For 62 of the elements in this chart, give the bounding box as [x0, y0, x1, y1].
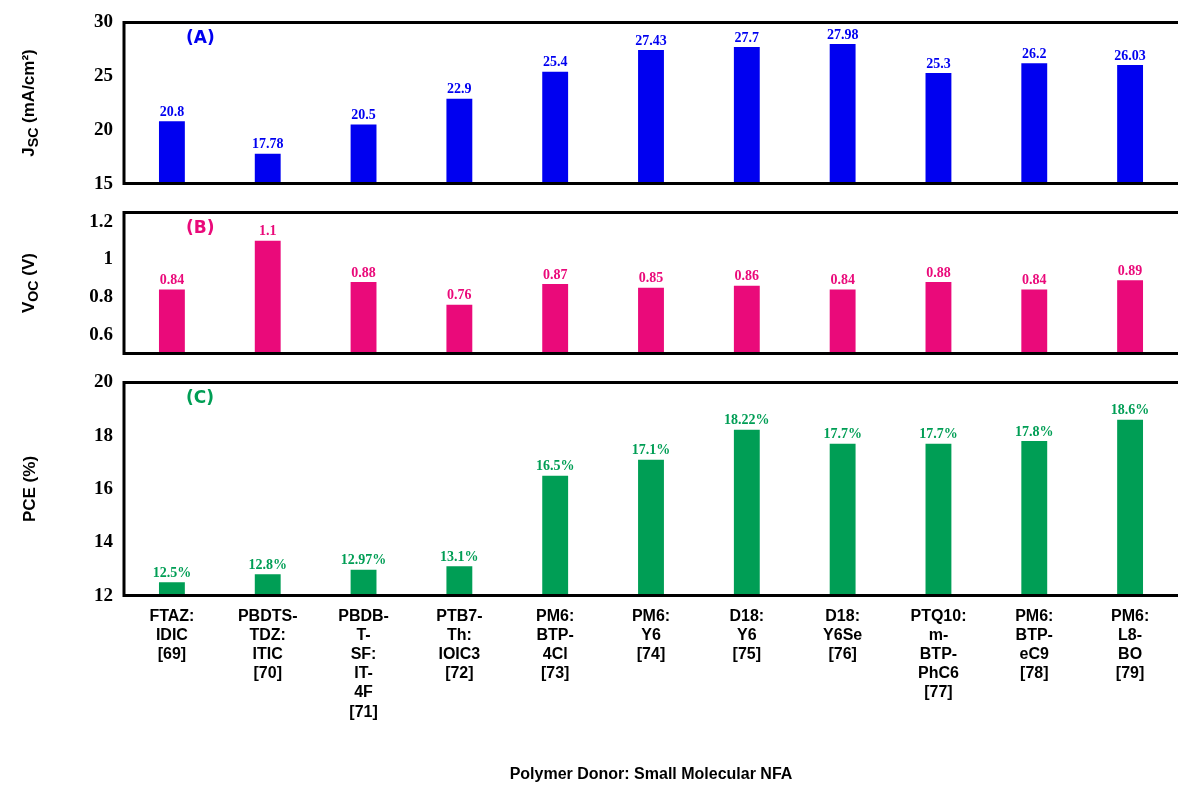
x-tick-label: PTB7-Th: IOIC3 [72]: [436, 606, 483, 682]
data-label: 0.88: [351, 264, 376, 280]
data-label: 17.1%: [631, 442, 671, 458]
data-label: 0.84: [159, 272, 185, 288]
y-tick-label: 16: [94, 476, 113, 498]
x-tick-label: PM6: BTP-eC9 [78]: [1015, 606, 1054, 682]
y-tick-label: 15: [94, 171, 113, 193]
data-label: 22.9: [447, 81, 472, 97]
data-label: 12.5%: [152, 564, 192, 580]
y-tick-label: 14: [94, 530, 114, 552]
data-label: 17.78: [251, 136, 284, 152]
y-tick-label: 20: [94, 370, 113, 392]
x-tick-label: D18: Y6 [75]: [729, 606, 765, 663]
data-label: 25.3: [926, 55, 951, 71]
y-tick-label: 12: [94, 583, 113, 605]
y-axis-title: PCE (%): [20, 455, 40, 523]
data-label: 18.22%: [724, 412, 770, 428]
y-tick-label: 18: [94, 423, 113, 445]
data-label: 20.5: [351, 107, 376, 123]
x-tick-label: PTQ10: m-BTP-PhC6 [77]: [910, 606, 967, 701]
y-tick-label: 20: [94, 117, 113, 139]
annotation: (A): [186, 27, 215, 48]
data-label: 0.84: [830, 272, 855, 288]
data-label: 12.97%: [340, 552, 387, 568]
data-label: 0.84: [1022, 272, 1047, 288]
data-label: 0.85: [638, 270, 664, 286]
data-label: 17.7%: [919, 426, 958, 442]
annotation: (C): [186, 387, 215, 408]
x-tick-label: FTAZ: IDIC [69]: [149, 606, 195, 663]
y-tick-label: 1: [103, 247, 113, 269]
data-label: 0.88: [926, 264, 951, 280]
y-tick-label: 1.2: [89, 209, 113, 231]
data-label: 0.86: [734, 268, 760, 284]
y-tick-label: 30: [94, 10, 113, 32]
data-label: 20.8: [159, 103, 185, 119]
y-tick-label: 0.6: [89, 322, 113, 344]
x-tick-label: PBDTS-TDZ: ITIC [70]: [237, 606, 298, 682]
x-axis-title: Polymer Donor: Small Molecular NFA: [509, 764, 793, 782]
x-tick-label: PM6: L8-BO [79]: [1110, 606, 1150, 682]
data-label: 25.4: [542, 54, 568, 70]
annotation: (B): [186, 217, 215, 238]
data-label: 27.98: [826, 26, 859, 42]
data-label: 16.5%: [535, 458, 575, 474]
y-tick-label: 0.8: [89, 285, 113, 307]
data-label: 1.1: [258, 223, 277, 239]
data-label: 13.1%: [440, 548, 479, 564]
data-label: 26.2: [1022, 45, 1047, 61]
x-tick-label: PM6: BTP-4Cl [73]: [536, 606, 575, 682]
data-label: 17.7%: [823, 426, 862, 442]
data-label: 27.43: [635, 32, 667, 48]
data-label: 12.8%: [248, 556, 287, 572]
data-label: 0.76: [447, 287, 472, 303]
x-tick-label: D18: Y6Se [76]: [823, 606, 863, 663]
y-tick-label: 25: [94, 64, 113, 86]
x-tick-label: PBDB-T-SF: IT-4F [71]: [338, 606, 389, 720]
data-label: 0.87: [542, 266, 568, 282]
data-label: 27.7: [734, 29, 760, 45]
data-label: 17.8%: [1015, 423, 1054, 439]
data-label: 18.6%: [1110, 402, 1150, 418]
data-label: 26.03: [1114, 47, 1146, 63]
x-tick-label: PM6: Y6 [74]: [631, 606, 671, 663]
data-label: 0.89: [1117, 262, 1143, 278]
